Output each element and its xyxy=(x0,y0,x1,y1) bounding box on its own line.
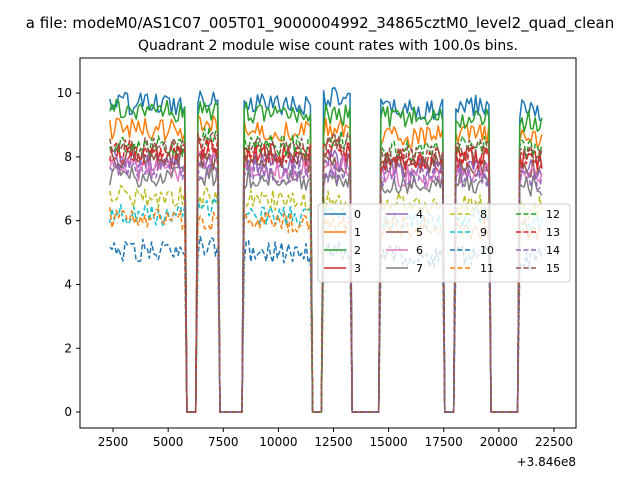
x-axis: 2500 5000 7500 10000 12500 15000 17500 20000 225… xyxy=(98,428,573,449)
legend-label-12: 12 xyxy=(546,208,560,221)
legend-label-7: 7 xyxy=(416,262,423,275)
y-tick-label: 4 xyxy=(64,277,72,291)
legend-label-4: 4 xyxy=(416,208,423,221)
legend-label-1: 1 xyxy=(354,226,361,239)
series-line-6 xyxy=(109,150,543,413)
figure-suptitle: a file: modeM0/AS1C07_005T01_9000004992_… xyxy=(26,14,614,33)
chart-title: Quadrant 2 module wise count rates with … xyxy=(138,38,518,54)
legend-label-14: 14 xyxy=(546,244,560,257)
legend-label-13: 13 xyxy=(546,226,560,239)
series-line-1 xyxy=(109,114,543,413)
x-tick-label: 22500 xyxy=(535,435,573,449)
x-tick-label: 15000 xyxy=(370,435,408,449)
y-tick-label: 8 xyxy=(64,150,72,164)
series-line-13 xyxy=(109,136,543,413)
x-tick-label: 12500 xyxy=(314,435,352,449)
series-line-14 xyxy=(109,155,543,413)
y-axis: 0 2 4 6 8 10 xyxy=(57,86,80,419)
y-tick-label: 2 xyxy=(64,341,72,355)
x-tick-label: 2500 xyxy=(98,435,129,449)
x-tick-label: 10000 xyxy=(259,435,297,449)
series-line-4 xyxy=(109,149,543,413)
legend-label-5: 5 xyxy=(416,226,423,239)
x-tick-label: 20000 xyxy=(480,435,518,449)
legend-label-2: 2 xyxy=(354,244,361,257)
legend-label-15: 15 xyxy=(546,262,560,275)
x-tick-label: 7500 xyxy=(208,435,239,449)
x-tick-label: 17500 xyxy=(425,435,463,449)
legend-label-3: 3 xyxy=(354,262,361,275)
legend-box xyxy=(317,203,571,283)
legend-label-8: 8 xyxy=(480,208,487,221)
x-tick-label: 5000 xyxy=(153,435,184,449)
y-tick-label: 6 xyxy=(64,214,72,228)
y-tick-label: 0 xyxy=(64,405,72,419)
legend-label-6: 6 xyxy=(416,244,423,257)
series-line-7 xyxy=(109,163,543,413)
plot-frame xyxy=(79,57,577,429)
legend-label-9: 9 xyxy=(480,226,487,239)
series-line-15 xyxy=(109,131,543,413)
legend-label-10: 10 xyxy=(480,244,494,257)
series-line-2 xyxy=(109,98,543,413)
y-tick-label: 10 xyxy=(57,86,72,100)
legend-label-0: 0 xyxy=(354,208,361,221)
x-offset-label: +3.846e8 xyxy=(517,455,576,469)
legend-label-11: 11 xyxy=(480,262,494,275)
